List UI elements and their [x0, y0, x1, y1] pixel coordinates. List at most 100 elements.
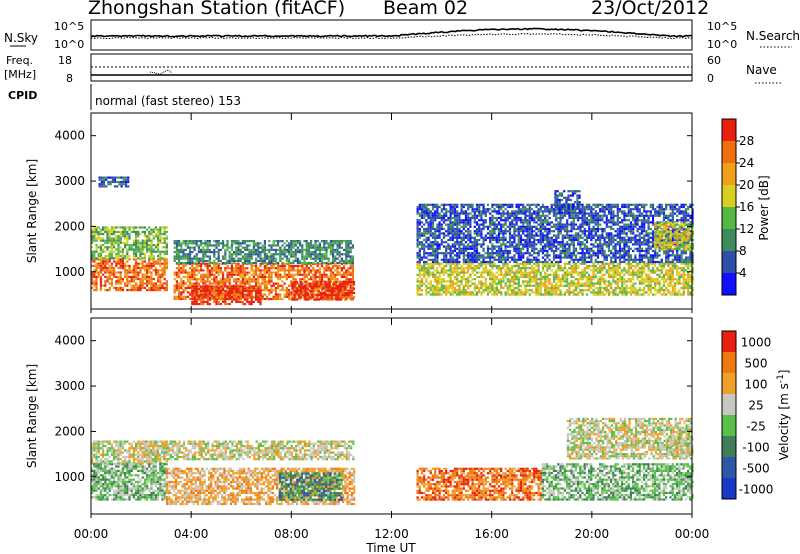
echo-cell-8	[491, 247, 494, 250]
echo-cell-5	[314, 251, 317, 254]
echo-cell-7	[539, 273, 542, 276]
echo-cell-8	[451, 260, 454, 264]
echo-cell-7	[618, 286, 622, 290]
echo-cell-5	[173, 240, 176, 243]
echo-cell-7	[678, 293, 681, 296]
echo-cell-7	[451, 289, 454, 292]
echo-cell-1	[143, 244, 146, 247]
echo-cell-0	[154, 282, 157, 285]
echo-cell-7	[524, 264, 527, 268]
echo-cell-7	[601, 262, 604, 265]
echo-cell-0	[150, 275, 153, 278]
echo-cell-3	[332, 275, 335, 279]
echo-cell-8	[478, 219, 481, 222]
echo-cell-5	[204, 251, 207, 254]
echo-cell-8	[478, 256, 481, 259]
echo-cell-8	[462, 247, 465, 250]
echo-cell-7	[654, 264, 657, 268]
echo-cell-7	[599, 275, 602, 279]
echo-cell-7	[612, 291, 615, 294]
echo-cell-1	[124, 226, 127, 229]
echo-cell-7	[662, 280, 666, 283]
echo-cell-8	[456, 225, 459, 228]
echo-cell-5	[200, 244, 203, 247]
echo-cell-3	[321, 289, 324, 292]
echo-cell-3	[314, 262, 317, 265]
echo-cell-3	[244, 269, 247, 272]
echo-cell-8	[469, 258, 472, 261]
echo-cell-4	[206, 287, 209, 290]
echo-cell-3	[283, 264, 286, 268]
echo-cell-8	[447, 223, 450, 226]
echo-cell-3	[285, 269, 288, 272]
echo-cell-7	[515, 291, 518, 294]
echo-cell-7	[451, 271, 454, 274]
echo-cell-3	[248, 278, 251, 281]
echo-cell-5	[206, 246, 209, 249]
echo-cell-3	[259, 269, 262, 272]
echo-cell-5	[237, 242, 240, 245]
echo-cell-7	[643, 271, 646, 274]
echo-cell-7	[451, 293, 454, 296]
echo-cell-8	[493, 221, 496, 224]
echo-cell-5	[193, 248, 196, 251]
echo-cell-7	[616, 286, 619, 290]
echo-cell-3	[195, 273, 198, 276]
echo-cell-7	[610, 282, 613, 285]
echo-cell-0	[139, 289, 142, 292]
echo-cell-5	[329, 244, 332, 247]
echo-cell-7	[467, 280, 470, 283]
echo-cell-5	[189, 262, 192, 265]
echo-cell-0	[95, 267, 98, 270]
echo-cell-5	[299, 242, 302, 245]
echo-cell-5	[345, 244, 348, 247]
echo-cell-6	[346, 289, 349, 292]
echo-cell-7	[484, 286, 487, 290]
echo-cell-7	[577, 264, 580, 268]
echo-cell-3	[213, 291, 216, 294]
echo-cell-7	[612, 273, 615, 276]
echo-cell-5	[261, 257, 264, 260]
echo-cell-3	[336, 267, 339, 270]
echo-cell-4	[244, 303, 247, 306]
echo-cell-1	[143, 226, 146, 229]
echo-cell-7	[493, 293, 496, 296]
echo-cell-1	[108, 246, 111, 249]
echo-cell-5	[351, 246, 354, 249]
echo-cell-0	[141, 260, 144, 263]
echo-cell-0	[93, 282, 96, 285]
echo-cell-5	[307, 255, 310, 258]
echo-cell-5	[351, 255, 354, 258]
echo-cell-7	[623, 289, 626, 292]
echo-cell-5	[274, 248, 277, 251]
echo-cell-3	[268, 289, 271, 292]
echo-cell-8	[449, 232, 452, 235]
echo-cell-7	[526, 291, 529, 294]
echo-cell-5	[266, 257, 269, 260]
echo-cell-4	[213, 298, 216, 301]
echo-cell-1	[143, 230, 146, 233]
echo-cell-1	[106, 239, 109, 242]
echo-cell-1	[163, 241, 166, 244]
echo-cell-8	[471, 252, 474, 255]
echo-cell-7	[662, 273, 666, 276]
echo-cell-7	[678, 280, 681, 283]
echo-cell-8	[442, 232, 446, 235]
echo-cell-8	[434, 258, 437, 261]
echo-cell-1	[148, 235, 151, 238]
echo-cell-0	[165, 284, 168, 287]
echo-cell-1	[121, 257, 124, 260]
echo-cell-5	[292, 253, 295, 256]
echo-cell-0	[119, 286, 122, 289]
echo-cell-7	[506, 291, 509, 294]
echo-cell-7	[680, 273, 683, 276]
echo-cell-8	[431, 216, 435, 220]
echo-cell-3	[217, 271, 220, 274]
echo-cell-7	[489, 275, 492, 279]
echo-cell-8	[473, 249, 476, 253]
echo-cell-0	[95, 286, 98, 289]
echo-cell-3	[215, 269, 218, 272]
echo-cell-7	[574, 284, 578, 287]
echo-cell-7	[566, 278, 569, 281]
echo-cell-5	[219, 259, 222, 262]
